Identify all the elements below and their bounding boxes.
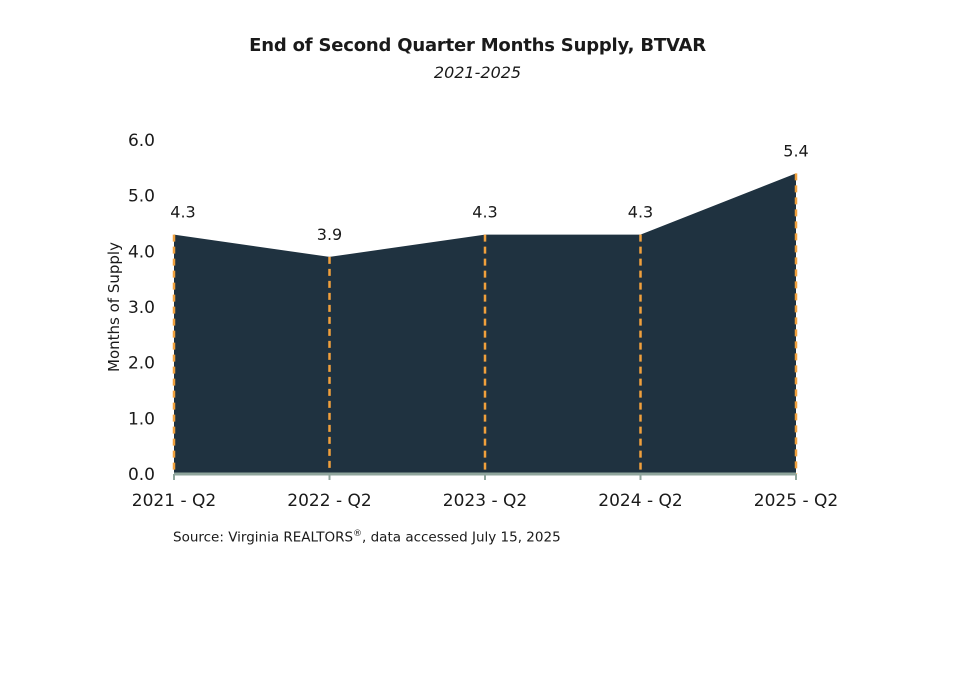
y-tick-label: 5.0 (128, 187, 155, 207)
x-tick-label: 2021 - Q2 (132, 491, 216, 511)
data-label: 4.3 (472, 203, 497, 222)
data-label: 4.3 (170, 203, 195, 222)
y-tick-label: 2.0 (128, 354, 155, 374)
registered-mark: ® (353, 529, 363, 539)
y-axis-label: Months of Supply (105, 242, 123, 372)
x-tick-label: 2025 - Q2 (754, 491, 838, 511)
chart-subtitle: 2021-2025 (433, 63, 522, 82)
data-label: 5.4 (783, 141, 808, 160)
source-text: Source: Virginia REALTORS (173, 529, 354, 546)
data-label: 3.9 (317, 225, 342, 244)
chart-title: End of Second Quarter Months Supply, BTV… (249, 35, 706, 56)
y-tick-label: 0.0 (128, 465, 155, 485)
y-tick-label: 1.0 (128, 409, 155, 429)
source-note: Source: Virginia REALTORS®, data accesse… (173, 529, 561, 546)
data-label: 4.3 (628, 203, 653, 222)
source-accessed-text: , data accessed July 15, 2025 (362, 529, 561, 546)
plot-area: 2021 - Q2 2022 - Q2 2023 - Q2 2024 - Q2 2025… (128, 131, 838, 511)
y-tick-label: 3.0 (128, 298, 155, 318)
x-tick-label: 2022 - Q2 (287, 491, 371, 511)
y-tick-label: 4.0 (128, 242, 155, 262)
y-tick-label: 6.0 (128, 131, 155, 151)
x-tick-label: 2023 - Q2 (443, 491, 527, 511)
x-tick-label: 2024 - Q2 (598, 491, 682, 511)
